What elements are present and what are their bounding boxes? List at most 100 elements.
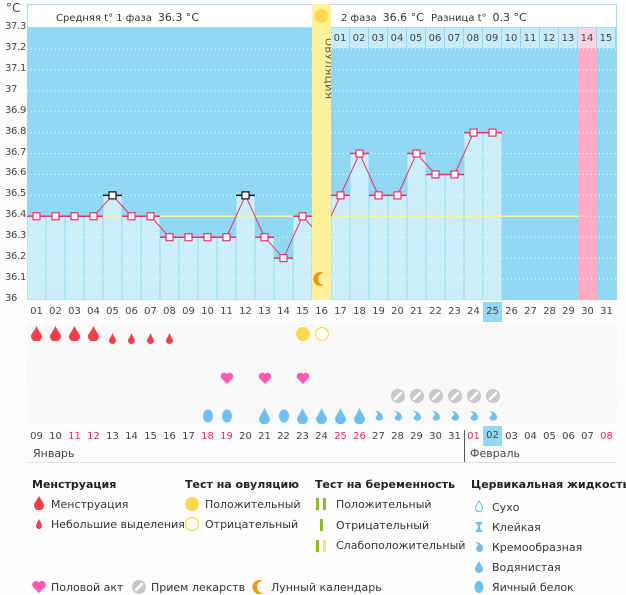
cervical-creamy-icon[interactable] bbox=[388, 409, 407, 428]
cycle-day-label[interactable]: 30 bbox=[581, 306, 594, 317]
calendar-date-label[interactable]: 30 bbox=[429, 431, 442, 442]
calendar-date-label[interactable]: 21 bbox=[258, 431, 271, 442]
medication-pill-icon[interactable] bbox=[407, 388, 426, 408]
cycle-day-label[interactable]: 25 bbox=[483, 302, 502, 322]
cycle-day-label[interactable]: 18 bbox=[353, 306, 366, 317]
cervical-creamy-icon[interactable] bbox=[426, 409, 445, 428]
calendar-date-label[interactable]: 27 bbox=[372, 431, 385, 442]
calendar-date-label[interactable]: 17 bbox=[182, 431, 195, 442]
cycle-day-label[interactable]: 29 bbox=[562, 306, 575, 317]
cycle-day-label[interactable]: 05 bbox=[106, 306, 119, 317]
spotting-drop-icon[interactable] bbox=[122, 329, 141, 348]
temperature-point[interactable] bbox=[298, 212, 307, 221]
cycle-day-label[interactable]: 08 bbox=[163, 306, 176, 317]
cycle-day-label[interactable]: 10 bbox=[201, 306, 214, 317]
calendar-date-label[interactable]: 28 bbox=[391, 431, 404, 442]
calendar-date-label[interactable]: 06 bbox=[562, 431, 575, 442]
medication-pill-icon[interactable] bbox=[388, 388, 407, 408]
temperature-point[interactable] bbox=[279, 254, 288, 263]
ovtest-negative-icon[interactable] bbox=[312, 326, 331, 346]
cycle-day-label[interactable]: 27 bbox=[524, 306, 537, 317]
cycle-day-label[interactable]: 16 bbox=[315, 306, 328, 317]
cycle-day-label[interactable]: 06 bbox=[125, 306, 138, 317]
cervical-watery-icon[interactable] bbox=[331, 408, 350, 428]
temperature-point[interactable] bbox=[241, 191, 250, 200]
temperature-point[interactable] bbox=[127, 212, 136, 221]
temperature-point[interactable] bbox=[32, 212, 41, 221]
spotting-drop-icon[interactable] bbox=[103, 329, 122, 348]
medication-pill-icon[interactable] bbox=[464, 388, 483, 408]
cycle-day-label[interactable]: 14 bbox=[277, 306, 290, 317]
menstruation-drop-icon[interactable] bbox=[46, 326, 65, 345]
temperature-point[interactable] bbox=[89, 212, 98, 221]
calendar-date-label[interactable]: 31 bbox=[448, 431, 461, 442]
intercourse-heart-icon[interactable] bbox=[255, 369, 274, 388]
cervical-creamy-icon[interactable] bbox=[464, 409, 483, 428]
calendar-date-label[interactable]: 26 bbox=[353, 431, 366, 442]
intercourse-heart-icon[interactable] bbox=[217, 369, 236, 388]
temperature-point[interactable] bbox=[260, 233, 269, 242]
temperature-point[interactable] bbox=[203, 233, 212, 242]
calendar-date-label[interactable]: 07 bbox=[581, 431, 594, 442]
temperature-point[interactable] bbox=[431, 170, 440, 179]
cycle-day-label[interactable]: 11 bbox=[220, 306, 233, 317]
cervical-creamy-icon[interactable] bbox=[445, 409, 464, 428]
cervical-watery-icon[interactable] bbox=[255, 408, 274, 428]
cycle-day-label[interactable]: 21 bbox=[410, 306, 423, 317]
calendar-date-label[interactable]: 15 bbox=[144, 431, 157, 442]
medication-pill-icon[interactable] bbox=[483, 388, 502, 408]
temperature-point[interactable] bbox=[336, 191, 345, 200]
temperature-point[interactable] bbox=[412, 149, 421, 158]
moon-icon[interactable] bbox=[313, 272, 324, 286]
calendar-date-label[interactable]: 18 bbox=[201, 431, 214, 442]
cycle-day-label[interactable]: 17 bbox=[334, 306, 347, 317]
menstruation-drop-icon[interactable] bbox=[84, 326, 103, 345]
cervical-eggwhite-icon[interactable] bbox=[198, 408, 217, 428]
calendar-date-label[interactable]: 03 bbox=[505, 431, 518, 442]
cycle-day-label[interactable]: 20 bbox=[391, 306, 404, 317]
calendar-date-label[interactable]: 23 bbox=[296, 431, 309, 442]
cycle-day-label[interactable]: 12 bbox=[239, 306, 252, 317]
calendar-date-label[interactable]: 13 bbox=[106, 431, 119, 442]
temperature-point[interactable] bbox=[222, 233, 231, 242]
calendar-date-label[interactable]: 01 bbox=[467, 431, 480, 442]
cervical-eggwhite-icon[interactable] bbox=[274, 408, 293, 428]
calendar-date-label[interactable]: 02 bbox=[483, 426, 502, 446]
calendar-date-label[interactable]: 20 bbox=[239, 431, 252, 442]
cervical-watery-icon[interactable] bbox=[312, 408, 331, 428]
cycle-day-label[interactable]: 19 bbox=[372, 306, 385, 317]
cycle-day-label[interactable]: 22 bbox=[429, 306, 442, 317]
cervical-creamy-icon[interactable] bbox=[407, 409, 426, 428]
temperature-point[interactable] bbox=[184, 233, 193, 242]
temperature-point[interactable] bbox=[165, 233, 174, 242]
spotting-drop-icon[interactable] bbox=[141, 329, 160, 348]
calendar-date-label[interactable]: 19 bbox=[220, 431, 233, 442]
medication-pill-icon[interactable] bbox=[445, 388, 464, 408]
cycle-day-label[interactable]: 02 bbox=[49, 306, 62, 317]
calendar-date-label[interactable]: 24 bbox=[315, 431, 328, 442]
cycle-day-label[interactable]: 07 bbox=[144, 306, 157, 317]
calendar-date-label[interactable]: 04 bbox=[524, 431, 537, 442]
cycle-day-label[interactable]: 09 bbox=[182, 306, 195, 317]
calendar-date-label[interactable]: 10 bbox=[49, 431, 62, 442]
calendar-date-label[interactable]: 11 bbox=[68, 431, 81, 442]
cycle-day-label[interactable]: 15 bbox=[296, 306, 309, 317]
cervical-creamy-icon[interactable] bbox=[369, 409, 388, 428]
calendar-date-label[interactable]: 22 bbox=[277, 431, 290, 442]
calendar-date-label[interactable]: 29 bbox=[410, 431, 423, 442]
intercourse-heart-icon[interactable] bbox=[293, 369, 312, 388]
ovtest-positive-icon[interactable] bbox=[293, 326, 312, 346]
cervical-watery-icon[interactable] bbox=[350, 408, 369, 428]
calendar-date-label[interactable]: 12 bbox=[87, 431, 100, 442]
cycle-day-label[interactable]: 03 bbox=[68, 306, 81, 317]
cycle-day-label[interactable]: 31 bbox=[600, 306, 613, 317]
cycle-day-label[interactable]: 28 bbox=[543, 306, 556, 317]
calendar-date-label[interactable]: 09 bbox=[30, 431, 43, 442]
spotting-drop-icon[interactable] bbox=[160, 329, 179, 348]
calendar-date-label[interactable]: 08 bbox=[600, 431, 613, 442]
cervical-creamy-icon[interactable] bbox=[483, 409, 502, 428]
cycle-day-label[interactable]: 24 bbox=[467, 306, 480, 317]
cycle-day-label[interactable]: 23 bbox=[448, 306, 461, 317]
cycle-day-label[interactable]: 04 bbox=[87, 306, 100, 317]
cervical-eggwhite-icon[interactable] bbox=[217, 408, 236, 428]
